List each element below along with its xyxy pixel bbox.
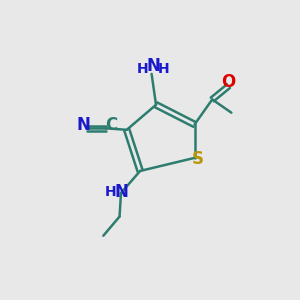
Text: N: N bbox=[115, 183, 128, 201]
Text: S: S bbox=[192, 150, 204, 168]
Text: H: H bbox=[158, 61, 170, 76]
Text: C: C bbox=[105, 116, 117, 134]
Text: H: H bbox=[136, 61, 148, 76]
Text: N: N bbox=[146, 57, 160, 75]
Text: O: O bbox=[221, 73, 236, 91]
Text: N: N bbox=[76, 116, 90, 134]
Text: H: H bbox=[104, 184, 116, 199]
